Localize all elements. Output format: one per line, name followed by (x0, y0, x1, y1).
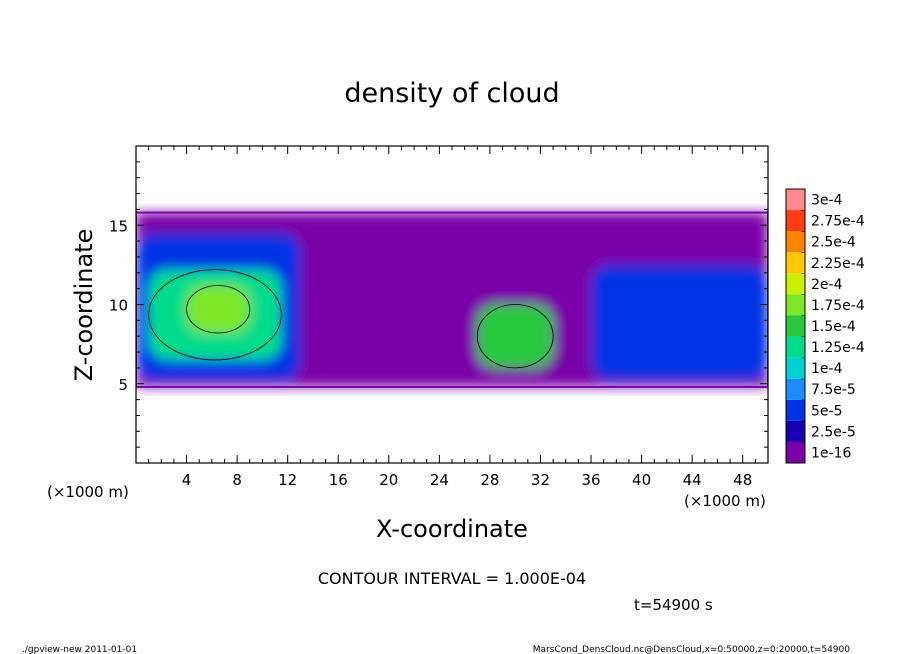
x-tick-label: 4 (182, 471, 192, 489)
colorbar-swatch (786, 210, 805, 232)
colorbar-label: 1e-16 (811, 445, 851, 461)
x-tick-label: 12 (278, 471, 297, 489)
field-region (477, 304, 554, 368)
x-tick-label: 44 (683, 471, 702, 489)
colorbar-label: 2.5e-5 (811, 424, 856, 440)
colorbar-frame (785, 188, 806, 464)
x-tick-label: 32 (531, 471, 550, 489)
colorbar-label: 7.5e-5 (811, 382, 856, 398)
contour-line (186, 285, 251, 334)
colorbar-swatch (786, 189, 805, 211)
y-tick-label: 15 (109, 217, 128, 235)
y-tick-label: 5 (118, 376, 128, 394)
time-text: t=54900 s (634, 596, 713, 614)
contour-lines (148, 269, 554, 369)
colorbar-label: 3e-4 (811, 193, 843, 209)
colorbar-swatch (786, 357, 805, 379)
x-tick-label: 20 (379, 471, 398, 489)
colorbar-label: 2.75e-4 (811, 214, 865, 230)
colorbar-label: 2.5e-4 (811, 235, 856, 251)
colorbar-legend: 1e-16 2.5e-5 5e-5 7.5e-5 1e-4 1.25e-4 1.5e-4 1.… (785, 188, 865, 464)
colorbar-label: 1.5e-4 (811, 319, 856, 335)
density-field (136, 211, 768, 388)
footer-left: ./gpview-new 2011-01-01 (22, 645, 137, 654)
x-tick-label: 28 (480, 471, 499, 489)
colorbar-swatch (786, 231, 805, 253)
colorbar-label: 1e-4 (811, 361, 843, 377)
colorbar-label: 1.75e-4 (811, 298, 865, 314)
contour-interval-text: CONTOUR INTERVAL = 1.000E-04 (318, 569, 586, 588)
x-tick-label: 48 (733, 471, 752, 489)
colorbar-swatch (786, 336, 805, 358)
colorbar-swatch (786, 399, 805, 421)
footer-right: MarsCond_DensCloud.nc@DensCloud,x=0:5000… (533, 645, 850, 654)
x-tick-label: 40 (632, 471, 651, 489)
y-axis-label: Z-coordinate (70, 229, 98, 382)
colorbar-label: 5e-5 (811, 403, 842, 419)
x-unit-label-right: (×1000 m) (684, 492, 766, 510)
x-tick-label: 16 (329, 471, 348, 489)
cloud-layer-band (136, 211, 768, 388)
colorbar-label: 1.25e-4 (811, 340, 865, 356)
x-unit-label-left: (×1000 m) (47, 483, 129, 501)
colorbar-label: 2.25e-4 (811, 256, 865, 272)
y-tick-label: 10 (109, 297, 128, 315)
colorbar-swatch (786, 294, 805, 316)
x-axis-label: X-coordinate (376, 515, 528, 543)
field-blur-group (136, 212, 768, 387)
colorbar-swatch (786, 420, 805, 442)
colorbar-swatch (786, 273, 805, 295)
chart-title: density of cloud (344, 78, 559, 109)
contour-line (476, 304, 554, 369)
field-region (186, 285, 250, 334)
colorbar-swatch (786, 315, 805, 337)
x-tick-label: 8 (232, 471, 242, 489)
contour-line (148, 269, 282, 361)
colorbar-swatch (786, 441, 805, 463)
x-tick-label: 24 (430, 471, 449, 489)
colorbar-label: 2e-4 (811, 277, 843, 293)
field-region (591, 264, 768, 381)
colorbar-swatch (786, 378, 805, 400)
colorbar-swatch (786, 252, 805, 274)
x-tick-label: 36 (581, 471, 600, 489)
